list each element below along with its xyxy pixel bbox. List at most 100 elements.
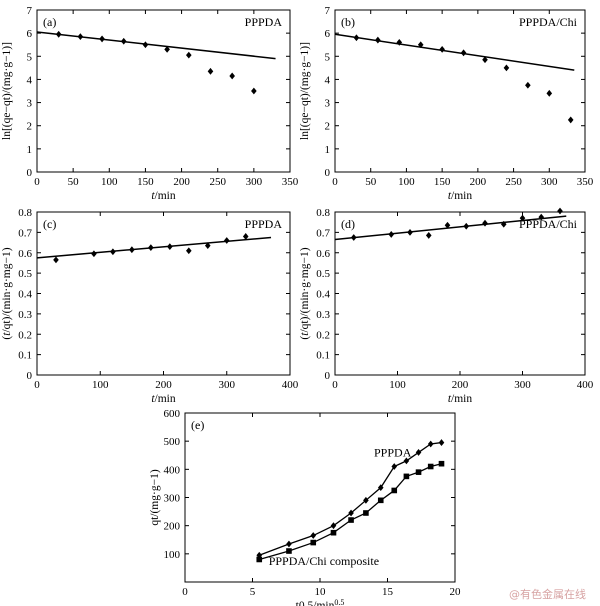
sample-tag: PPPDA/Chi [519, 217, 578, 231]
data-point [223, 237, 230, 244]
linear-fit-line [334, 33, 575, 71]
series-point [438, 439, 445, 446]
y-tick-label: 1 [325, 144, 331, 156]
x-tick-label: 300 [514, 379, 531, 391]
data-point [204, 242, 211, 250]
y-tick-label: 0.7 [316, 227, 330, 239]
linear-fit-line [36, 31, 276, 60]
data-point [207, 67, 214, 75]
data-point [186, 51, 192, 59]
y-axis-label: qt/(mg·g−1) [149, 469, 161, 525]
x-tick-label: 200 [155, 379, 172, 391]
data-point [353, 34, 360, 42]
data-point [482, 219, 488, 227]
series-point [286, 548, 292, 554]
data-point [129, 246, 135, 254]
x-tick-label: 200 [452, 379, 469, 391]
y-axis-label: (t/qt)/(min·g·mg−1) [1, 247, 13, 339]
data-point [439, 45, 445, 53]
y-tick-label: 0 [27, 370, 33, 382]
y-tick-label: 0.2 [316, 329, 330, 341]
series-point [403, 473, 410, 480]
y-tick-label: 0 [27, 167, 33, 179]
y-tick-label: 7 [27, 5, 33, 17]
x-axis-label: t0.5/min0.5 [296, 598, 345, 606]
plot-frame [334, 9, 586, 173]
series-point [415, 449, 422, 456]
y-axis-label: (t/qt)/(min·g·mg−1) [299, 247, 311, 339]
y-tick-label: 3 [27, 98, 33, 110]
panel-label: (e) [191, 418, 204, 432]
sample-tag: PPPDA [245, 217, 283, 231]
data-point [557, 207, 563, 215]
series-label: PPPDA/Chi composite [269, 554, 379, 568]
panel-label: (a) [43, 15, 56, 29]
data-point [55, 30, 62, 38]
series-point [310, 539, 317, 546]
y-tick-label: 0.8 [18, 207, 32, 219]
y-tick-label: 4 [27, 74, 33, 86]
series-point [348, 509, 354, 517]
data-point [500, 220, 507, 228]
chart-panel-d: 0 100 200 300 400 0 0.1 0.2 0.3 0.4 0.5 0.6 0.7 0.8 t/… [299, 207, 594, 405]
chart-panel-c: 0 100 200 300 400 0 0.1 0.2 0.3 0.4 0.5 0.6 0.7 0.8 t/… [1, 207, 299, 405]
series-point [438, 460, 445, 467]
data-point [120, 37, 127, 45]
y-tick-label: 4 [325, 74, 331, 86]
y-tick-label: 0.2 [18, 329, 32, 341]
series-point [363, 496, 369, 504]
series-point [377, 484, 384, 492]
data-point [444, 221, 451, 229]
series-point [330, 529, 337, 536]
series-point [403, 457, 410, 465]
chart-panel-b: 0 50 100 150 200 250 300 350 0 1 2 3 4 5 6 7 t/min ln[(qe… [299, 5, 594, 202]
data-point [375, 36, 381, 44]
data-point [525, 81, 531, 89]
x-tick-label: 100 [101, 176, 118, 188]
x-tick-label: 300 [541, 176, 558, 188]
y-tick-label: 0.7 [18, 227, 32, 239]
x-tick-label: 150 [434, 176, 451, 188]
y-tick-label: 300 [164, 493, 181, 505]
y-tick-label: 500 [164, 436, 181, 448]
y-tick-label: 0.5 [18, 268, 32, 280]
data-point [396, 39, 403, 46]
x-tick-label: 250 [505, 176, 522, 188]
data-point [242, 233, 249, 240]
y-tick-label: 0 [325, 167, 331, 179]
data-point [417, 41, 424, 49]
series-point [415, 469, 422, 475]
y-tick-label: 0.5 [316, 268, 330, 280]
x-tick-label: 400 [282, 379, 299, 391]
x-axis-label: t/min [151, 393, 176, 405]
y-tick-label: 7 [325, 5, 331, 17]
y-tick-label: 5 [27, 51, 33, 63]
series-point [391, 487, 398, 494]
x-tick-label: 5 [250, 586, 256, 598]
data-point [229, 72, 235, 80]
data-point [77, 33, 84, 41]
series-point [348, 517, 354, 523]
plot-frame [36, 211, 291, 376]
x-tick-label: 0 [332, 379, 338, 391]
series-point [377, 497, 384, 504]
data-point [99, 35, 105, 43]
y-tick-label: 1 [27, 144, 33, 156]
x-tick-label: 20 [450, 586, 462, 598]
data-point [407, 228, 413, 236]
x-tick-label: 15 [382, 586, 394, 598]
x-tick-label: 150 [137, 176, 154, 188]
y-tick-label: 2 [27, 121, 33, 133]
y-tick-label: 100 [164, 549, 181, 561]
y-tick-label: 6 [325, 28, 331, 40]
data-point [546, 89, 553, 97]
x-tick-label: 100 [92, 379, 109, 391]
data-point [91, 250, 97, 258]
data-point [142, 41, 149, 49]
x-axis-label: t/min [151, 190, 176, 202]
y-tick-label: 600 [164, 408, 181, 420]
series-point [427, 440, 434, 448]
y-tick-label: 0.8 [316, 207, 330, 219]
panel-label: (b) [341, 15, 355, 29]
